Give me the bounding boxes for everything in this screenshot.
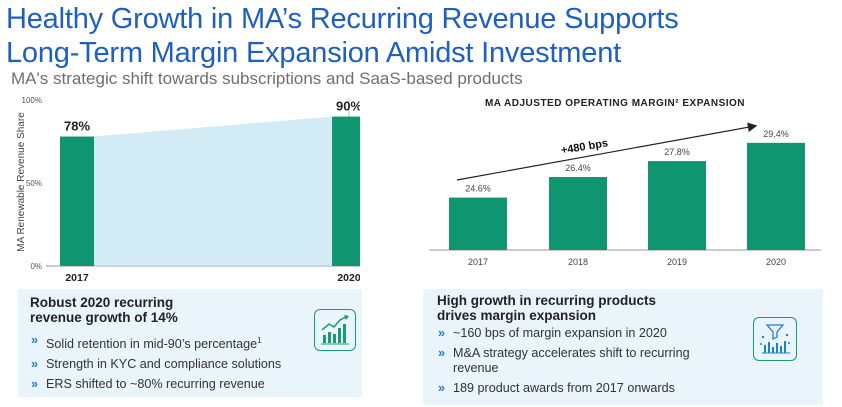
y-tick-label: 100% (22, 96, 42, 105)
data-label: 27.8% (664, 147, 690, 157)
list-item: » Strength in KYC and compliance solutio… (28, 357, 298, 372)
bullet-text: 189 product awards from 2017 onwards (453, 381, 675, 395)
title-line-2: Long-Term Margin Expansion Amidst Invest… (6, 37, 621, 69)
growth-arrow (456, 122, 758, 181)
data-label: 29.4% (763, 129, 789, 139)
bullet-text: Strength in KYC and compliance solutions (46, 357, 282, 372)
left-info-panel: Robust 2020 recurring revenue growth of … (18, 289, 362, 397)
data-label: 24.6% (465, 184, 491, 194)
x-tick-label: 2019 (667, 257, 687, 267)
right-info-panel: High growth in recurring products drives… (423, 289, 823, 405)
x-tick-label: 2020 (337, 272, 360, 284)
list-item: » ERS shifted to ~80% recurring revenue (28, 377, 298, 392)
growth-chart-icon (314, 309, 356, 351)
x-tick-label: 2017 (65, 272, 89, 284)
bar (332, 116, 360, 266)
renewable-share-chart: MA Renewable Revenue Share 0% 50% 100% 78% 2… (16, 96, 360, 284)
heading-line-1: High growth in recurring products (437, 293, 656, 308)
bullet-marker: » (31, 377, 39, 392)
bullet-marker: » (438, 326, 446, 340)
page-title: Healthy Growth in MA’s Recurring Revenue… (6, 2, 679, 70)
bullet-marker: » (438, 381, 446, 395)
list-item: » ~160 bps of margin expansion in 2020 (435, 326, 755, 341)
data-label: 26.4% (565, 163, 591, 173)
x-tick-label: 2017 (468, 257, 488, 267)
bullet-marker: » (438, 346, 446, 360)
x-tick-label: 2018 (568, 257, 588, 267)
bar (549, 177, 607, 250)
data-label: 90% (336, 99, 360, 114)
title-line-1: Healthy Growth in MA’s Recurring Revenue… (6, 3, 679, 35)
bar (60, 136, 94, 266)
heading-line-2: revenue growth of 14% (30, 310, 178, 325)
footnote-marker: 1 (257, 336, 262, 345)
bullet-text: Solid retention in mid-90’s percentage (46, 337, 258, 352)
bar (747, 142, 805, 250)
panel-heading: High growth in recurring products drives… (437, 293, 656, 323)
chart-title: MA ADJUSTED OPERATING MARGIN² EXPANSION (485, 98, 745, 109)
bullet-text: ~160 bps of margin expansion in 2020 (453, 326, 667, 340)
growth-shaded-area (94, 116, 332, 266)
bullet-text-line-2: revenue (453, 361, 499, 375)
bar (449, 197, 507, 250)
list-item: » 189 product awards from 2017 onwards (435, 381, 755, 396)
y-tick-label: 0% (30, 262, 42, 271)
bullet-text: ERS shifted to ~80% recurring revenue (46, 377, 265, 392)
bullet-text-line-1: M&A strategy accelerates shift to recurr… (453, 346, 690, 360)
y-axis-label: MA Renewable Revenue Share (16, 112, 27, 252)
bullet-list: » Solid retention in mid-90’s percentage… (28, 333, 298, 397)
panel-heading: Robust 2020 recurring revenue growth of … (30, 295, 178, 325)
y-tick-label: 50% (26, 179, 42, 188)
bar (648, 161, 706, 250)
page-subtitle: MA's strategic shift towards subscriptio… (11, 69, 523, 88)
bullet-marker: » (31, 357, 39, 372)
funnel-analytics-icon (753, 317, 797, 361)
data-label: 78% (64, 119, 90, 134)
bullet-marker: » (31, 333, 39, 347)
heading-line-1: Robust 2020 recurring (30, 295, 174, 310)
heading-line-2: drives margin expansion (437, 308, 597, 323)
operating-margin-chart: MA ADJUSTED OPERATING MARGIN² EXPANSION … (429, 98, 821, 267)
bullet-list: » ~160 bps of margin expansion in 2020 »… (435, 326, 755, 401)
x-tick-label: 2020 (766, 257, 786, 267)
list-item: » Solid retention in mid-90’s percentage… (28, 333, 298, 352)
list-item: » M&A strategy accelerates shift to recu… (435, 346, 755, 376)
